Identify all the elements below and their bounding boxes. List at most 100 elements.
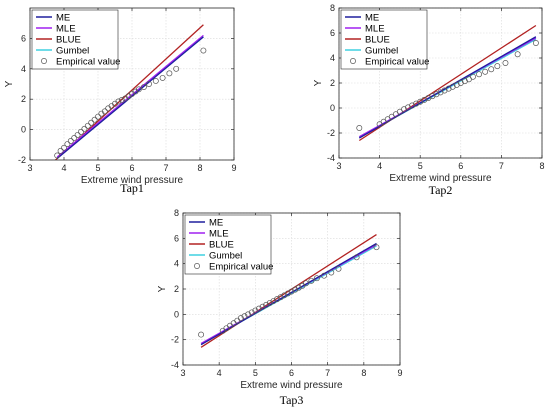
data-point (494, 63, 501, 70)
data-point (313, 275, 320, 282)
legend-label: ME (209, 217, 223, 228)
data-point (476, 71, 483, 78)
x-tick-label: 5 (95, 163, 100, 173)
y-tick-label: 8 (174, 208, 179, 218)
data-point (401, 106, 407, 113)
data-point (237, 315, 244, 322)
data-point (417, 98, 424, 105)
data-point (270, 298, 277, 304)
data-point (274, 296, 280, 303)
data-point (166, 70, 173, 77)
data-point (303, 280, 309, 287)
data-point (263, 301, 270, 308)
data-point (373, 244, 380, 251)
x-tick-label: 3 (27, 163, 32, 173)
data-point (74, 131, 81, 138)
x-axis-label: Extreme wind pressure (240, 380, 343, 391)
legend-label: Empirical value (56, 56, 120, 67)
data-point (453, 81, 460, 88)
data-point (421, 96, 428, 103)
x-tick-label: 7 (163, 163, 168, 173)
y-tick-label: 0 (330, 103, 335, 113)
data-point (101, 108, 108, 115)
data-point (335, 265, 342, 272)
legend-label: Gumbel (56, 45, 89, 56)
x-tick-label: 5 (418, 161, 423, 171)
data-point (91, 116, 98, 123)
data-point (200, 47, 207, 54)
data-point (461, 78, 468, 85)
data-point (281, 292, 288, 299)
legend-swatch-empirical (194, 263, 200, 269)
data-point (67, 138, 74, 144)
data-point (356, 125, 363, 131)
y-tick-label: -2 (18, 155, 26, 165)
x-tick-label: 8 (361, 368, 366, 378)
y-tick-label: 2 (174, 284, 179, 294)
legend-label: MLE (365, 23, 385, 34)
legend-label: Gumbel (209, 250, 242, 261)
data-point (152, 78, 159, 84)
data-point (256, 305, 262, 312)
data-point (470, 73, 476, 80)
y-tick-label: 4 (330, 53, 335, 63)
y-tick-label: 6 (21, 33, 26, 43)
data-point (64, 141, 71, 147)
x-tick-label: 6 (289, 368, 294, 378)
data-point (140, 84, 147, 90)
legend-label: BLUE (365, 34, 390, 45)
data-point (118, 97, 125, 103)
data-point (295, 284, 302, 291)
y-tick-label: 2 (21, 94, 26, 104)
data-point (159, 74, 166, 81)
x-tick-label: 7 (325, 368, 330, 378)
data-point (266, 299, 273, 306)
x-tick-label: 9 (397, 368, 402, 378)
x-tick-label: 3 (180, 368, 185, 378)
data-point (328, 269, 335, 276)
data-point (78, 128, 84, 135)
series-group (356, 24, 539, 142)
y-tick-label: 8 (330, 3, 335, 13)
data-point (277, 294, 284, 301)
y-tick-label: -2 (171, 335, 179, 345)
data-point (353, 254, 360, 261)
x-tick-label: 8 (197, 163, 202, 173)
x-tick-label: 4 (217, 368, 222, 378)
data-point (248, 309, 255, 316)
y-tick-label: 0 (174, 309, 179, 319)
data-point (488, 66, 495, 73)
data-point (457, 80, 464, 86)
data-point (405, 104, 411, 111)
data-point (252, 307, 259, 314)
panel-caption: Tap1 (120, 181, 144, 195)
x-axis-label: Extreme wind pressure (81, 175, 184, 186)
data-point (437, 89, 444, 96)
data-point (284, 290, 291, 297)
data-point (308, 277, 315, 284)
legend-label: MLE (209, 228, 229, 239)
y-tick-label: -4 (327, 153, 335, 163)
series-line-me (200, 242, 377, 346)
data-point (245, 311, 252, 318)
data-point (532, 40, 539, 46)
data-point (61, 144, 67, 151)
y-tick-label: 2 (330, 78, 335, 88)
legend-swatch-empirical (41, 58, 47, 64)
series-group (198, 233, 380, 348)
y-axis-label: Y (157, 285, 168, 292)
y-tick-label: -2 (327, 128, 335, 138)
x-tick-label: 6 (129, 163, 134, 173)
x-tick-label: 4 (61, 163, 66, 173)
panel-caption: Tap2 (429, 183, 453, 197)
data-point (71, 135, 78, 141)
chart-panel-3: 3 4 5 6 7 8 9 -4 -2 0 2 4 6 8 Extreme wind pressure Y Ta… (157, 208, 403, 407)
legend-label: ME (365, 12, 379, 23)
data-point (502, 60, 509, 66)
series-group (54, 24, 207, 160)
x-tick-label: 4 (377, 161, 382, 171)
